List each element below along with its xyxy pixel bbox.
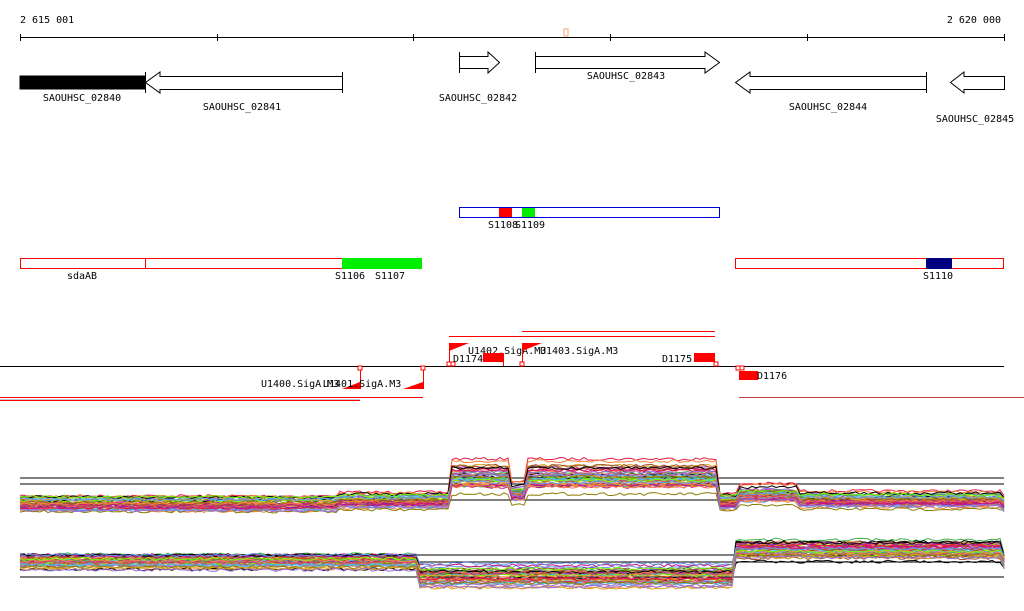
svg-text:SAOUHSC_02841: SAOUHSC_02841: [203, 102, 281, 113]
svg-text:SAOUHSC_02842: SAOUHSC_02842: [439, 93, 517, 104]
ruler-start-label: 2 615 001: [20, 15, 74, 26]
expression-trace: [19, 473, 1005, 513]
segment-S1108[interactable]: [499, 208, 512, 217]
svg-text:SAOUHSC_02845: SAOUHSC_02845: [936, 114, 1014, 125]
expression-trace: [19, 555, 1005, 589]
expression-panel-minus: [19, 537, 1005, 590]
svg-text:SAOUHSC_02844: SAOUHSC_02844: [789, 102, 867, 113]
segment-S1110[interactable]: [926, 258, 952, 269]
expression-trace: [19, 478, 1005, 499]
position-marker[interactable]: [563, 28, 569, 37]
regulatory-track: U1400.SigA.M3 U1401.SigA.M3 U1402.SigA.M…: [0, 331, 1024, 401]
segment-S1109[interactable]: [522, 208, 535, 217]
promoter-U1401[interactable]: U1401.SigA.M3: [323, 365, 426, 390]
svg-text:U1401.SigA.M3: U1401.SigA.M3: [323, 379, 401, 390]
segment-S1106[interactable]: [145, 258, 343, 269]
gene-SAOUHSC_02843[interactable]: SAOUHSC_02843: [535, 51, 721, 82]
gene-SAOUHSC_02845[interactable]: SAOUHSC_02845: [936, 70, 1014, 125]
promoter-U1400[interactable]: U1400.SigA.M3: [261, 365, 363, 390]
svg-text:SAOUHSC_02843: SAOUHSC_02843: [587, 71, 665, 82]
promoter-U1402[interactable]: U1402.SigA.M3: [446, 343, 546, 367]
svg-text:S1110: S1110: [923, 271, 953, 282]
svg-text:U1403.SigA.M3: U1403.SigA.M3: [540, 346, 618, 357]
expression-trace: [19, 491, 1005, 514]
svg-text:U1402.SigA.M3: U1402.SigA.M3: [468, 346, 546, 357]
expression-trace: [19, 482, 1005, 508]
expression-trace: [19, 552, 1005, 576]
gene-SAOUHSC_02842[interactable]: SAOUHSC_02842: [439, 50, 517, 104]
expression-trace: [19, 456, 1005, 498]
promoter-U1403[interactable]: U1403.SigA.M3: [519, 343, 618, 367]
svg-text:S1108: S1108: [488, 220, 518, 231]
svg-text:SAOUHSC_02840: SAOUHSC_02840: [43, 93, 121, 104]
svg-text:sdaAB: sdaAB: [67, 271, 97, 282]
expression-trace: [19, 549, 1005, 571]
ruler-end-label: 2 620 000: [947, 15, 1001, 26]
expression-trace: [19, 471, 1005, 508]
svg-text:D1175: D1175: [662, 354, 692, 365]
gene-SAOUHSC_02844[interactable]: SAOUHSC_02844: [734, 71, 927, 113]
gene-track: SAOUHSC_02840 SAOUHSC_02841 SAOUHSC_0284…: [19, 50, 1014, 125]
terminator-D1175[interactable]: D1175: [662, 353, 719, 367]
coordinate-ruler: 2 615 001 2 620 000: [20, 15, 1005, 41]
svg-text:S1109: S1109: [515, 220, 545, 231]
gene-SAOUHSC_02840[interactable]: SAOUHSC_02840: [19, 75, 146, 104]
svg-text:S1107: S1107: [375, 271, 405, 282]
segment-sdaAB[interactable]: [20, 258, 146, 269]
svg-text:U1400.SigA.M3: U1400.SigA.M3: [261, 379, 339, 390]
segment-track-plus: S1108 S1109: [459, 207, 720, 231]
expression-trace: [19, 540, 1005, 574]
expression-trace: [19, 543, 1005, 582]
segment-track-minus: sdaAB S1106 S1107 S1110: [20, 258, 1004, 282]
svg-text:S1106: S1106: [335, 271, 365, 282]
svg-text:D1174: D1174: [453, 354, 483, 365]
terminator-D1174[interactable]: D1174: [450, 353, 504, 367]
segment-S1107[interactable]: [342, 258, 422, 269]
gene-SAOUHSC_02841[interactable]: SAOUHSC_02841: [144, 71, 343, 113]
expression-trace: [19, 546, 1005, 566]
svg-text:D1176: D1176: [757, 371, 787, 382]
terminator-D1176[interactable]: D1176: [735, 365, 787, 382]
expression-panel-plus: [19, 456, 1005, 514]
